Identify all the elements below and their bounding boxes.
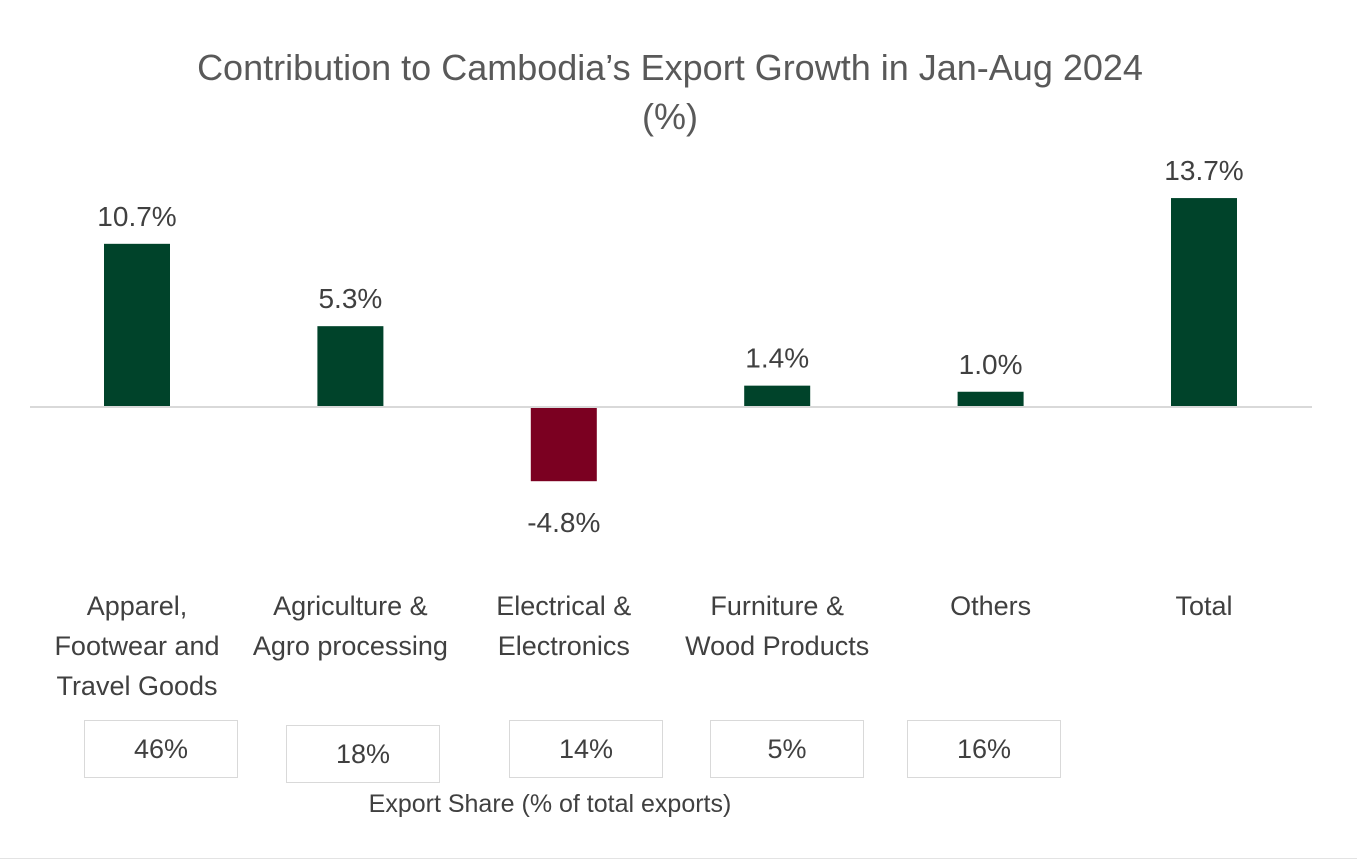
chart-title-unit: (%) [642, 96, 698, 137]
category-label-line: Agro processing [252, 631, 448, 661]
export-share-value-0: 46% [84, 720, 238, 778]
bar-chart: 10.7% 5.3% -4.8% 1.4% 1.0% 13.7% [30, 155, 1312, 538]
export-share-value-2: 14% [509, 720, 663, 778]
bar-4 [957, 391, 1024, 407]
export-share-value-1: 18% [286, 725, 440, 783]
data-label-4: 1.0% [959, 349, 1023, 380]
category-label-0: Apparel, Footwear and Travel Goods [37, 586, 237, 706]
bars-group [104, 198, 1237, 482]
category-label-1: Agriculture & Agro processing [250, 586, 450, 666]
bar-3 [744, 385, 811, 407]
data-label-2: -4.8% [527, 507, 600, 538]
category-label-4: Others [891, 586, 1091, 626]
category-label-2: Electrical & Electronics [464, 586, 664, 666]
bottom-divider [0, 858, 1357, 859]
bar-5 [1171, 198, 1237, 407]
bar-0 [104, 243, 170, 407]
category-label-line: Agriculture & [273, 591, 428, 621]
data-label-0: 10.7% [97, 201, 176, 232]
data-label-1: 5.3% [318, 283, 382, 314]
category-label-line: Electronics [497, 631, 630, 661]
data-label-3: 1.4% [745, 343, 809, 374]
category-label-line: Electrical & [496, 591, 632, 621]
category-label-line: Apparel, [86, 591, 188, 621]
category-label-line: Travel Goods [56, 671, 218, 701]
bar-2 [530, 408, 597, 482]
category-label-line: Others [950, 591, 1032, 621]
category-label-5: Total [1104, 586, 1304, 626]
category-label-line: Wood Products [685, 631, 870, 661]
category-label-line: Furniture & [710, 591, 844, 621]
category-label-line: Footwear and [54, 631, 220, 661]
chart-title: Contribution to Cambodia’s Export Growth… [197, 47, 1143, 88]
data-labels-group: 10.7% 5.3% -4.8% 1.4% 1.0% 13.7% [97, 155, 1243, 538]
category-label-line: Total [1175, 591, 1233, 621]
export-share-title: Export Share (% of total exports) [368, 790, 732, 818]
export-share-value-3: 5% [710, 720, 864, 778]
category-label-3: Furniture & Wood Products [677, 586, 877, 666]
bar-1 [317, 326, 384, 407]
export-share-value-4: 16% [907, 720, 1061, 778]
data-label-5: 13.7% [1164, 155, 1243, 186]
